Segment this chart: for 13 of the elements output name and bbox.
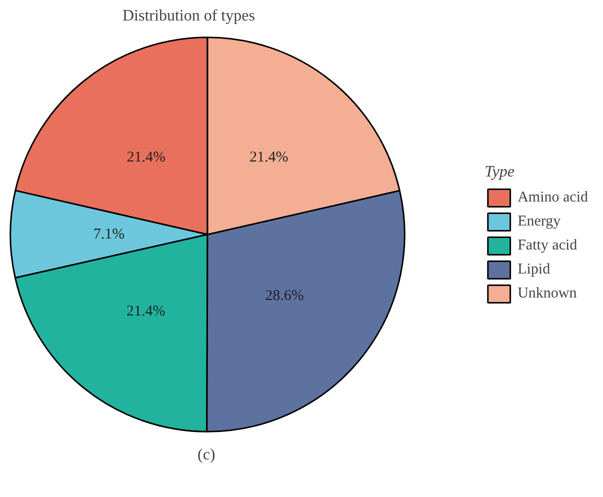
legend-title: Type bbox=[484, 164, 516, 182]
legend-label: Energy bbox=[518, 212, 561, 231]
legend-label: Unknown bbox=[518, 284, 577, 303]
data-label: 21.4% bbox=[126, 149, 166, 166]
data-label: 28.6% bbox=[265, 288, 304, 304]
legend-label: Lipid bbox=[518, 260, 550, 279]
text: (c) bbox=[198, 446, 216, 464]
data-label: 21.4% bbox=[126, 303, 166, 320]
legend-label: Fatty acid bbox=[518, 236, 578, 255]
data-label: 21.4% bbox=[250, 149, 288, 166]
legend-label: Amino acid bbox=[518, 188, 588, 207]
data-label: 7.1% bbox=[93, 226, 125, 242]
chart-title: Distribution of types bbox=[122, 8, 255, 24]
